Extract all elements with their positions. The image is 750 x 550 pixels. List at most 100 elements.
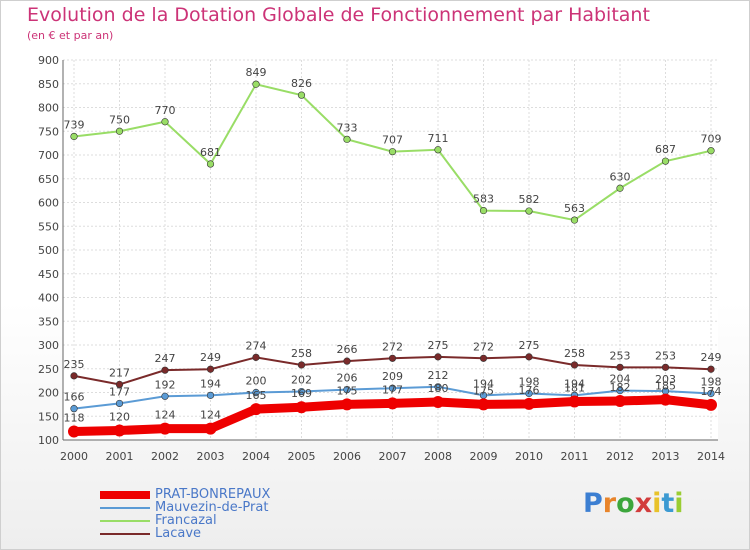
data-label: 249 [701,351,722,364]
data-label: 274 [246,339,267,352]
logo-letter: o [616,488,635,519]
legend-swatch [100,507,150,509]
y-tick-label: 400 [38,292,59,305]
y-tick-label: 650 [38,173,59,186]
data-label: 687 [655,143,676,156]
data-point [388,354,397,362]
data-label: 200 [246,375,267,388]
data-label: 217 [109,366,130,379]
data-point [432,396,444,408]
data-point [343,135,351,143]
data-point [434,146,442,154]
x-tick-label: 2005 [288,450,316,463]
y-tick-label: 550 [38,220,59,233]
data-point [614,395,626,408]
brand-logo: Proxiti [583,488,684,519]
data-point [661,157,670,165]
data-label: 194 [200,377,221,390]
data-label: 249 [200,351,221,364]
data-point [707,365,715,373]
data-label: 118 [64,411,85,424]
data-point [68,425,80,438]
data-point [115,380,124,389]
data-label: 177 [382,383,403,396]
x-tick-label: 2010 [515,450,543,463]
y-tick-label: 850 [38,78,59,91]
data-label: 583 [473,193,494,206]
x-tick-label: 2002 [151,450,179,463]
data-point [206,160,215,168]
data-label: 204 [610,373,631,386]
x-tick-label: 2006 [333,450,361,463]
legend-label: Mauvezin-de-Prat [155,500,269,515]
data-label: 272 [382,340,403,353]
data-point [115,399,124,408]
data-point [616,184,624,192]
data-label: 198 [519,375,540,388]
data-label: 166 [64,391,85,404]
data-label: 124 [155,409,176,422]
data-point [707,147,715,155]
x-tick-label: 2001 [106,450,134,463]
data-label: 563 [564,202,585,215]
data-label: 247 [155,352,176,365]
legend-swatch [100,533,150,535]
x-tick-label: 2013 [652,450,680,463]
data-label: 194 [473,377,494,390]
data-label: 739 [64,118,85,131]
data-point [70,372,78,380]
data-label: 253 [655,349,676,362]
data-label: 253 [610,349,631,362]
data-point [206,365,215,373]
data-label: 826 [291,77,312,90]
data-point [161,366,169,374]
y-tick-label: 450 [38,268,59,281]
data-label: 275 [428,339,449,352]
data-label: 709 [701,133,722,146]
y-tick-label: 100 [38,434,59,447]
data-label: 235 [64,358,85,371]
logo-letter: t [661,488,675,519]
data-label: 176 [519,384,540,397]
data-point [477,398,490,411]
legend-label: Lacave [155,526,202,541]
data-point [659,393,672,406]
data-label: 209 [382,370,403,383]
legend-label: Francazal [155,513,217,528]
data-label: 258 [291,347,312,360]
legend-label: PRAT-BONREPAUX [155,487,271,502]
data-point [161,118,169,126]
data-label: 169 [291,387,312,400]
data-point [252,353,260,361]
data-point [70,132,78,141]
logo-letter: r [602,488,617,519]
y-tick-label: 800 [38,102,59,115]
data-point [479,354,488,362]
chart-subtitle: (en € et par an) [27,29,114,42]
data-point [159,422,171,435]
data-point [707,389,715,398]
data-label: 203 [655,373,676,386]
data-point [434,383,442,391]
y-tick-label: 900 [38,54,59,67]
data-point [525,353,533,361]
logo-letter: P [583,488,603,519]
data-label: 202 [291,374,312,387]
data-point [616,387,624,395]
data-label: 266 [337,343,358,356]
data-label: 185 [655,380,676,393]
data-point [297,387,306,396]
data-point [204,422,217,435]
data-label: 174 [701,385,722,398]
legend-swatch [100,491,150,499]
data-point [434,353,442,361]
data-point [661,363,670,371]
data-point [568,395,581,408]
data-label: 707 [382,134,403,147]
data-label: 630 [610,170,631,183]
x-tick-label: 2007 [379,450,407,463]
x-tick-label: 2012 [606,450,634,463]
data-point [388,148,397,156]
data-point [388,384,397,392]
